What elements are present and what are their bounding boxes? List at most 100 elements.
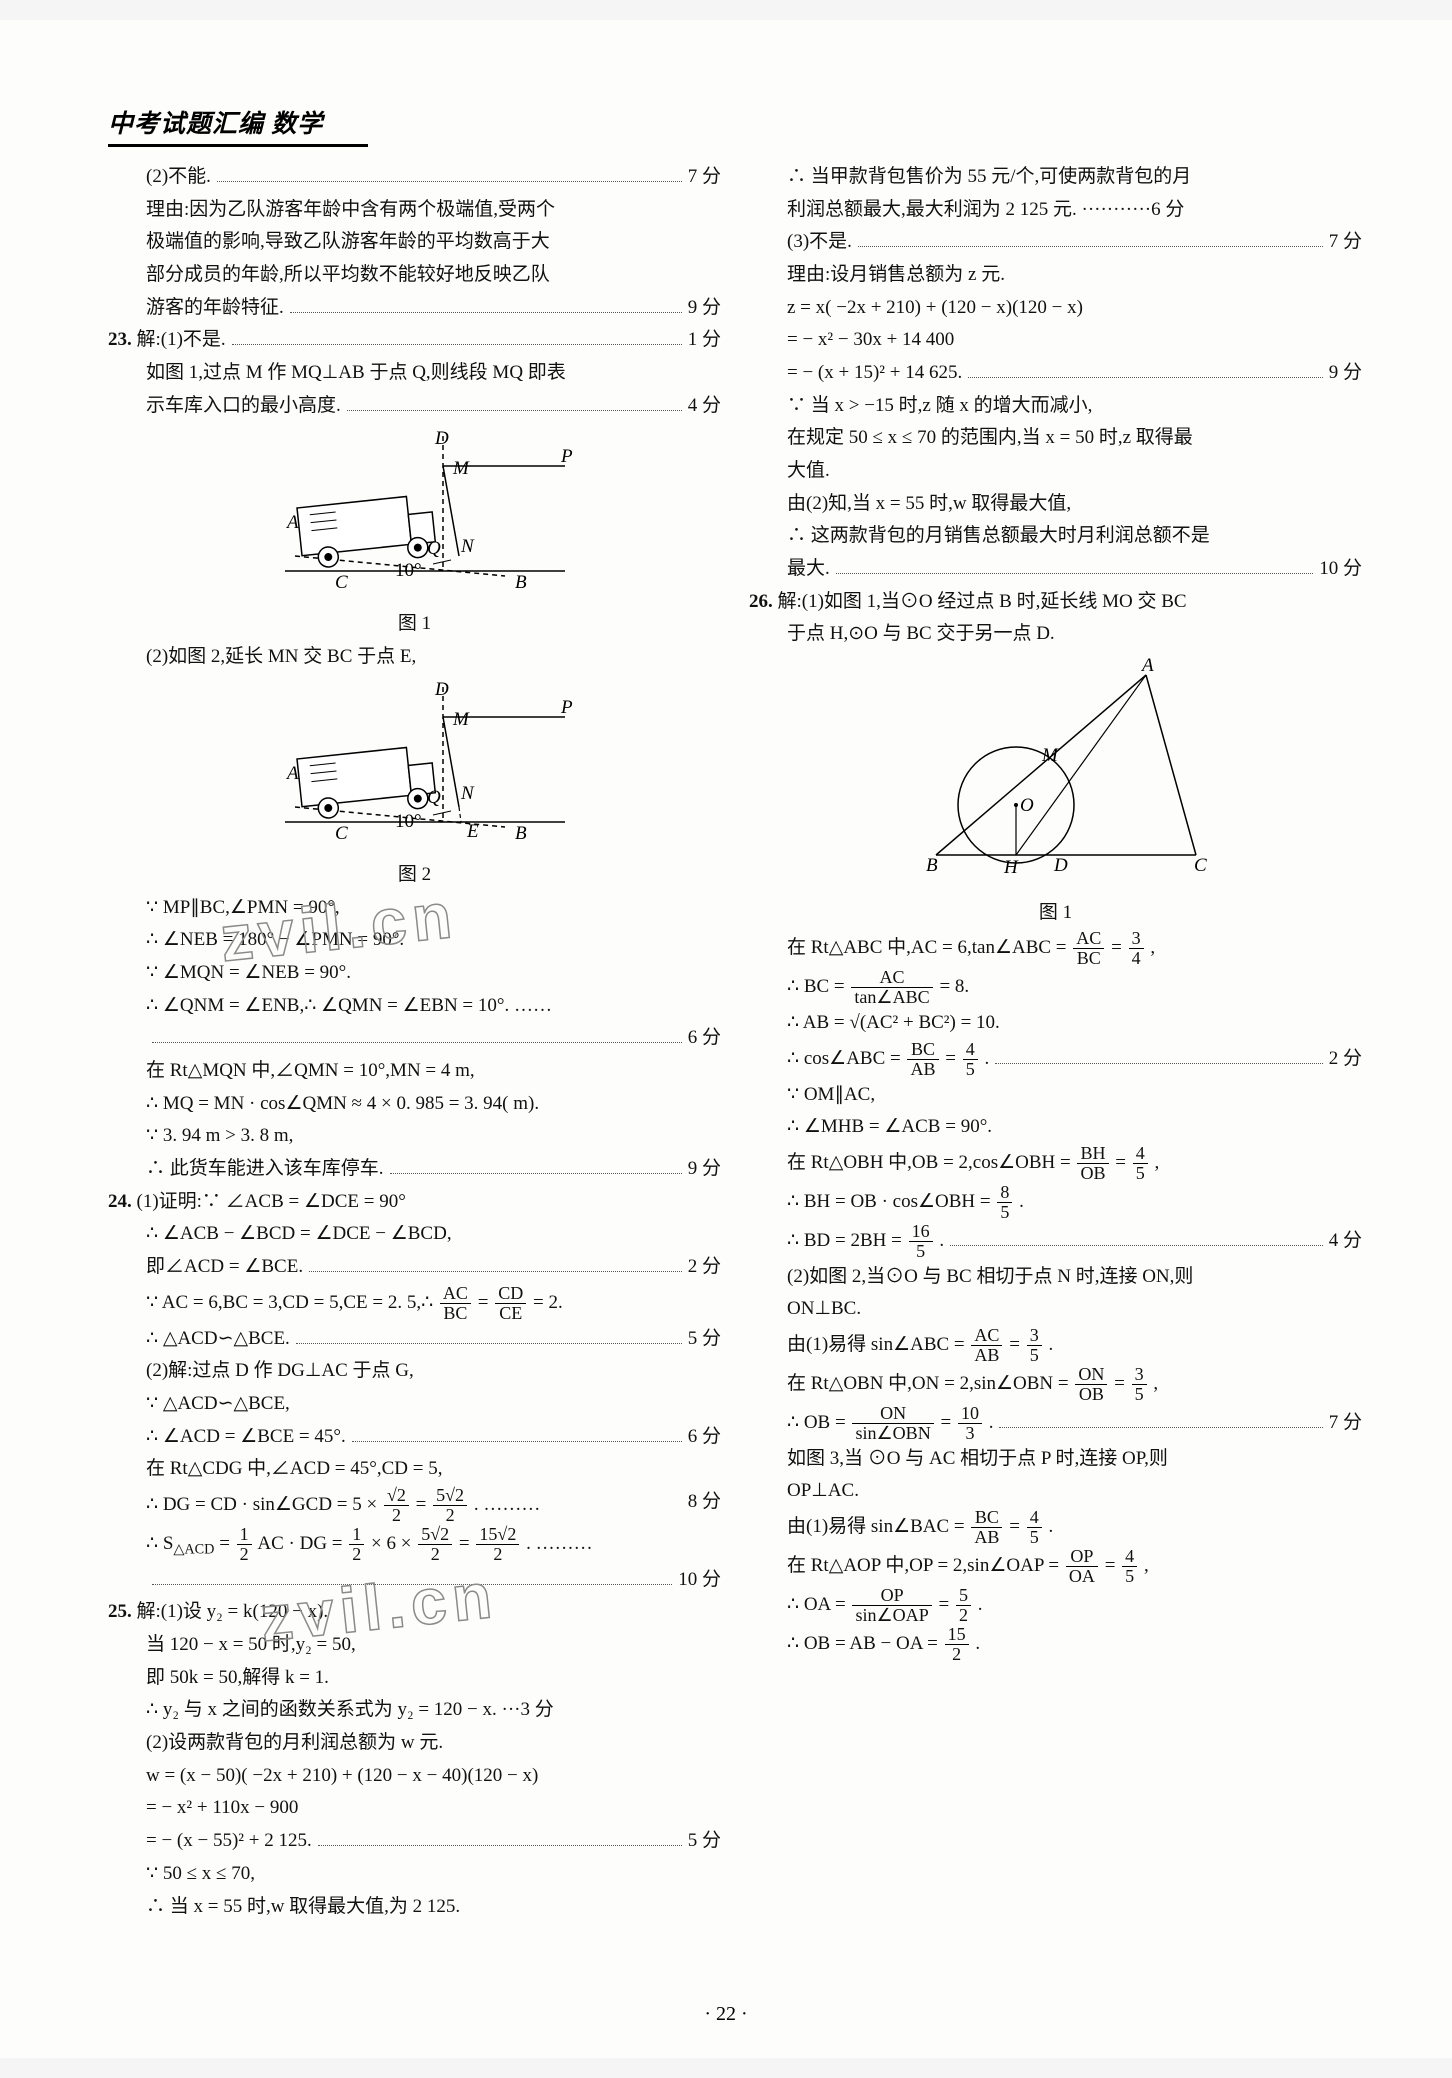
label-a: A (285, 763, 299, 784)
score: 3 分 (521, 1694, 554, 1727)
fraction: ACBC (1073, 929, 1104, 968)
text: (2)如图 2,当⊙O 与 BC 相切于点 N 时,连接 ON,则 (749, 1261, 1362, 1294)
text: ∴ S (146, 1533, 173, 1554)
fraction: 45 (1027, 1508, 1042, 1547)
text: OP⊥AC. (749, 1475, 1362, 1508)
score: 1 分 (688, 324, 721, 357)
question-number: 25. (108, 1601, 132, 1622)
text: 部分成员的年龄,所以平均数不能较好地反映乙队 (108, 259, 721, 292)
text: (1)证明:∵ ∠ACB = ∠DCE = 90° (137, 1191, 406, 1212)
label-c: C (335, 823, 348, 844)
score: 9 分 (1329, 357, 1362, 390)
line: ∴ OB = ONsin∠OBN = 103 . 7 分 (749, 1404, 1362, 1443)
fraction: 15√22 (476, 1525, 519, 1564)
equation: ∵ AC = 6,BC = 3,CD = 5,CE = 2. 5,∴ ACBC … (108, 1284, 721, 1323)
text: , (1150, 937, 1155, 958)
text: ∴ DG = CD · sin∠GCD = 5 × (146, 1494, 382, 1515)
score: 7 分 (1329, 226, 1362, 259)
fraction: OPsin∠OAP (852, 1586, 931, 1625)
text: = − x² + 110x − 900 (108, 1792, 721, 1825)
text: z = x( −2x + 210) + (120 − x)(120 − x) (749, 292, 1362, 325)
line: 6 分 (108, 1022, 721, 1055)
text: ∴ OB = (787, 1412, 850, 1433)
text: 大值. (749, 455, 1362, 488)
label-b: B (515, 572, 527, 593)
text: = − (x − 55)² + 2 125. (146, 1825, 312, 1858)
text: ∴ OA = (787, 1594, 850, 1615)
text: ∴ ∠QNM = ∠ENB,∴ ∠QMN = ∠EBN = 10°. …… (108, 990, 721, 1023)
label-b: B (515, 823, 527, 844)
text: 由(1)易得 sin∠BAC = (787, 1516, 969, 1537)
fraction: BHOB (1077, 1144, 1108, 1183)
fraction: ONsin∠OBN (852, 1404, 933, 1443)
score: 7 分 (1329, 1407, 1362, 1440)
text: 利润总额最大,最大利润为 2 125 元. ··········· (787, 194, 1151, 227)
text: 极端值的影响,导致乙队游客年龄的平均数高于大 (108, 226, 721, 259)
label-q: Q (427, 787, 441, 808)
text: ∵ 当 x > −15 时,z 随 x 的增大而减小, (749, 390, 1362, 423)
text: . (1048, 1516, 1053, 1537)
question-number: 23. (108, 329, 132, 350)
equation: ∴ BH = OB · cos∠OBH = 85 . (749, 1183, 1362, 1222)
page: 中考试题汇编 数学 (2)不能. 7 分 理由:因为乙队游客年龄中含有两个极端值… (0, 20, 1452, 2058)
text: 在 Rt△CDG 中,∠ACD = 45°,CD = 5, (108, 1453, 721, 1486)
fraction: BCAB (907, 1040, 938, 1079)
text: ∴ cos∠ABC = (787, 1048, 905, 1069)
dot-leader (999, 1410, 1322, 1427)
text: ∵ 50 ≤ x ≤ 70, (108, 1858, 721, 1891)
text: w = (x − 50)( −2x + 210) + (120 − x − 40… (108, 1760, 721, 1793)
figure-caption: 图 2 (108, 859, 721, 892)
text: ∴ ∠ACD = ∠BCE = 45°. (146, 1421, 346, 1454)
fraction: ACtan∠ABC (851, 968, 932, 1007)
two-column-layout: (2)不能. 7 分 理由:因为乙队游客年龄中含有两个极端值,受两个 极端值的影… (108, 161, 1362, 1923)
circle-diagram: A B C D H M O (876, 655, 1236, 885)
fraction: BCAB (971, 1508, 1002, 1547)
score: 5 分 (688, 1825, 721, 1858)
text: (3)不是. (787, 226, 852, 259)
label-q: Q (427, 538, 441, 559)
text: . ……… (474, 1494, 541, 1515)
text: . (985, 1048, 990, 1069)
line: ∴ y₂ 与 x 之间的函数关系式为 y₂ = 120 − x. ··· 3 分 (108, 1694, 721, 1727)
equation: ∴ BC = ACtan∠ABC = 8. (749, 968, 1362, 1007)
score: 5 分 (688, 1323, 721, 1356)
text: = − x² − 30x + 14 400 (749, 324, 1362, 357)
score: 4 分 (1329, 1225, 1362, 1258)
text: ∴ 当 x = 55 时,w 取得最大值,为 2 125. (108, 1891, 721, 1924)
equation: ∴ S△ACD = 12 AC · DG = 12 × 6 × 5√22 = 1… (108, 1525, 721, 1564)
fraction: 45 (1133, 1144, 1148, 1183)
text: (2)解:过点 D 作 DG⊥AC 于点 G, (108, 1355, 721, 1388)
dot-leader (858, 230, 1323, 247)
line: ∴ 此货车能进入该车库停车. 9 分 (108, 1153, 721, 1186)
line: = − (x − 55)² + 2 125. 5 分 (108, 1825, 721, 1858)
text: ∴ ∠NEB = 180° − ∠PMN = 90°. (108, 924, 721, 957)
dot-leader (836, 557, 1313, 574)
left-column: (2)不能. 7 分 理由:因为乙队游客年龄中含有两个极端值,受两个 极端值的影… (108, 161, 721, 1923)
text: 在 Rt△MQN 中,∠QMN = 10°,MN = 4 m, (108, 1055, 721, 1088)
text: ∴ BH = OB · cos∠OBH = (787, 1191, 995, 1212)
equation: 由(1)易得 sin∠BAC = BCAB = 45 . (749, 1508, 1362, 1547)
score: 8 分 (688, 1486, 721, 1519)
text: ∴ ∠MHB = ∠ACB = 90°. (749, 1111, 1362, 1144)
text: 解:(1)不是. (137, 329, 226, 350)
text: (2)如图 2,延长 MN 交 BC 于点 E, (108, 641, 721, 674)
text: , (1153, 1373, 1158, 1394)
line: (2)不能. 7 分 (108, 161, 721, 194)
label-b: B (926, 855, 938, 876)
equation: ∴ cos∠ABC = BCAB = 45 . (787, 1040, 989, 1079)
label-n: N (460, 783, 475, 804)
text: 理由:因为乙队游客年龄中含有两个极端值,受两个 (108, 194, 721, 227)
label-m: M (452, 458, 470, 479)
text: (2)不能. (146, 161, 211, 194)
text: ∴ BD = 2BH = (787, 1230, 907, 1251)
text: ∵ ∠MQN = ∠NEB = 90°. (108, 957, 721, 990)
equation: ∴ OA = OPsin∠OAP = 52 . (749, 1586, 1362, 1625)
text: 在 Rt△AOP 中,OP = 2,sin∠OAP = (787, 1555, 1064, 1576)
text: 即 50k = 50,解得 k = 1. (108, 1662, 721, 1695)
line: = − (x + 15)² + 14 625. 9 分 (749, 357, 1362, 390)
fraction: 35 (1027, 1326, 1042, 1365)
dot-leader (318, 1829, 682, 1846)
figure-2: A B C D M N P Q E 10° (108, 677, 721, 859)
label-p: P (560, 446, 573, 467)
label-c: C (335, 572, 348, 593)
